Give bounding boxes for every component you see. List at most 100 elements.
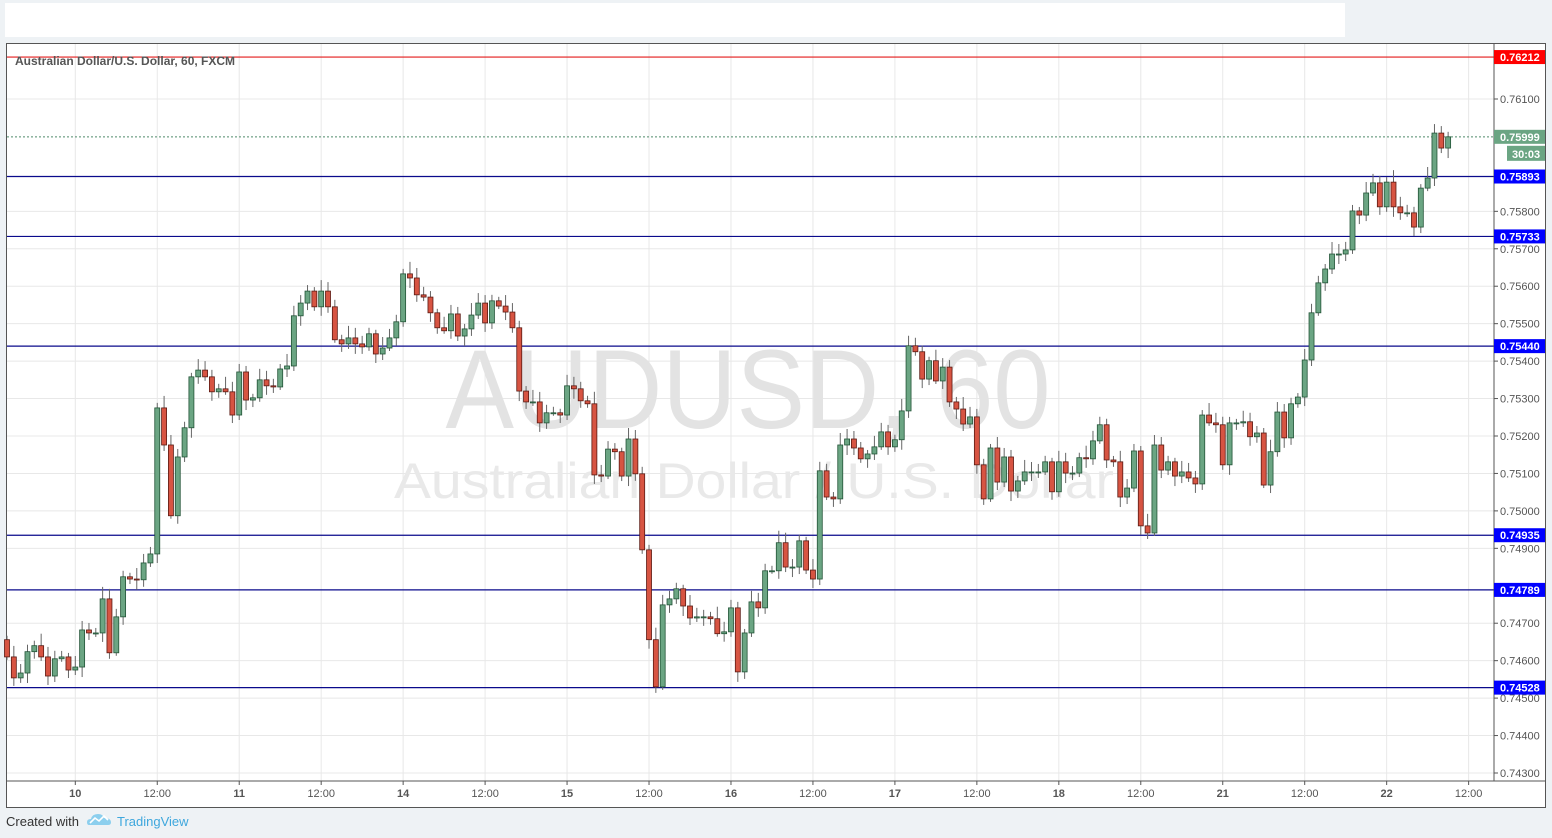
price-level-badge — [1494, 50, 1545, 65]
candle-body-up — [816, 470, 823, 580]
candle-body-up — [24, 651, 31, 674]
candle-body-up — [939, 366, 946, 382]
candle-body-up — [1001, 456, 1008, 483]
candle — [181, 421, 188, 462]
candle — [1035, 463, 1042, 478]
candle — [58, 650, 65, 662]
candle-body-down — [885, 431, 891, 448]
candle — [86, 622, 92, 640]
time-tick-label: 12:00 — [471, 788, 499, 800]
candle-body-down — [372, 333, 379, 355]
candle — [325, 282, 331, 313]
tradingview-cloud-icon[interactable] — [86, 813, 111, 830]
price-tick-label: 0.75600 — [1500, 281, 1540, 293]
candle-body-up — [1021, 471, 1028, 482]
candle-body-up — [1370, 182, 1376, 194]
price-tick-label: 0.75800 — [1500, 206, 1540, 218]
candle-body-down — [127, 576, 133, 580]
candle — [79, 620, 86, 678]
candle — [953, 396, 960, 420]
candle-body-up — [1383, 181, 1390, 208]
candle-body-down — [1192, 477, 1199, 485]
candle-body-up — [741, 632, 748, 673]
candle-body-down — [851, 438, 857, 449]
candle-body-up — [1431, 132, 1438, 179]
candle — [1274, 402, 1281, 457]
candle — [932, 349, 939, 384]
candle-body-up — [1329, 253, 1335, 270]
candle — [1397, 196, 1404, 220]
candle-body-up — [1240, 421, 1247, 424]
candle-body-up — [345, 337, 352, 345]
candle-body-down — [646, 549, 652, 641]
candle — [564, 374, 570, 421]
candle-body-up — [1445, 136, 1452, 149]
candle-body-up — [79, 629, 86, 668]
watermark: AUDUSD, 60 Australian Dollar / U.S. Doll… — [394, 327, 1114, 509]
candle-body-down — [202, 369, 208, 378]
candle — [926, 356, 932, 386]
candle — [762, 563, 769, 614]
candle-body-down — [584, 400, 591, 405]
candle — [919, 345, 926, 389]
candle-body-up — [1090, 440, 1096, 460]
price-tick-label: 0.75500 — [1500, 319, 1540, 331]
candle — [1090, 430, 1096, 465]
candle-body-down — [45, 656, 51, 677]
candle-body-up — [1233, 422, 1240, 425]
price-tick-label: 0.76100 — [1500, 94, 1540, 106]
candle-body-down — [106, 598, 113, 654]
candle-body-up — [304, 290, 311, 304]
candle — [1424, 167, 1431, 192]
candle — [1028, 461, 1035, 481]
candle — [816, 461, 823, 586]
candle — [912, 337, 919, 356]
candle — [652, 627, 659, 693]
candle-body-up — [1404, 212, 1411, 215]
candle-body-down — [495, 300, 502, 307]
candle-body-down — [1219, 424, 1226, 466]
candle-body-up — [1096, 424, 1103, 442]
candle — [400, 268, 407, 327]
candle-body-up — [775, 542, 782, 572]
candle — [803, 536, 810, 575]
candle-body-up — [366, 333, 372, 348]
candle-body-up — [318, 290, 325, 308]
price-tick-label: 0.74700 — [1500, 618, 1540, 630]
candle-body-down — [10, 656, 17, 679]
candle-body-up — [926, 360, 932, 380]
candle-body-up — [290, 315, 297, 367]
candle-body-up — [1028, 471, 1035, 474]
price-level-label: 0.75893 — [1500, 172, 1540, 184]
candle-body-up — [284, 365, 290, 370]
candle — [639, 466, 646, 554]
candle-body-down — [413, 277, 420, 296]
candle-body-up — [195, 369, 202, 378]
candle-body-up — [864, 453, 871, 460]
candle-body-down — [536, 401, 543, 424]
candle — [693, 607, 700, 622]
candle-body-down — [598, 474, 605, 477]
candle — [10, 645, 17, 686]
price-axis[interactable]: 0.76100 0.75800 0.75700 0.75600 0.75500 0.754… — [1494, 94, 1540, 780]
candle — [960, 397, 967, 432]
candle — [256, 368, 263, 402]
candle-body-up — [489, 300, 495, 324]
candle — [352, 327, 359, 354]
candle-body-up — [113, 616, 120, 654]
candle — [1172, 457, 1178, 487]
candle — [263, 370, 270, 395]
candle-body-down — [1411, 212, 1417, 228]
candle — [1294, 393, 1301, 408]
candle — [1329, 242, 1335, 274]
candle — [311, 287, 318, 311]
last-price-label: 0.75999 — [1500, 132, 1540, 144]
time-axis[interactable]: 10 12:00 11 12:00 14 12:00 15 12:00 16 12:00 17 12:… — [69, 781, 1482, 800]
tradingview-link[interactable]: TradingView — [116, 813, 189, 829]
candle-body-down — [168, 444, 174, 517]
candle-body-up — [871, 446, 878, 455]
candle — [1322, 263, 1329, 291]
candle — [857, 441, 864, 463]
candle-body-down — [946, 366, 953, 403]
